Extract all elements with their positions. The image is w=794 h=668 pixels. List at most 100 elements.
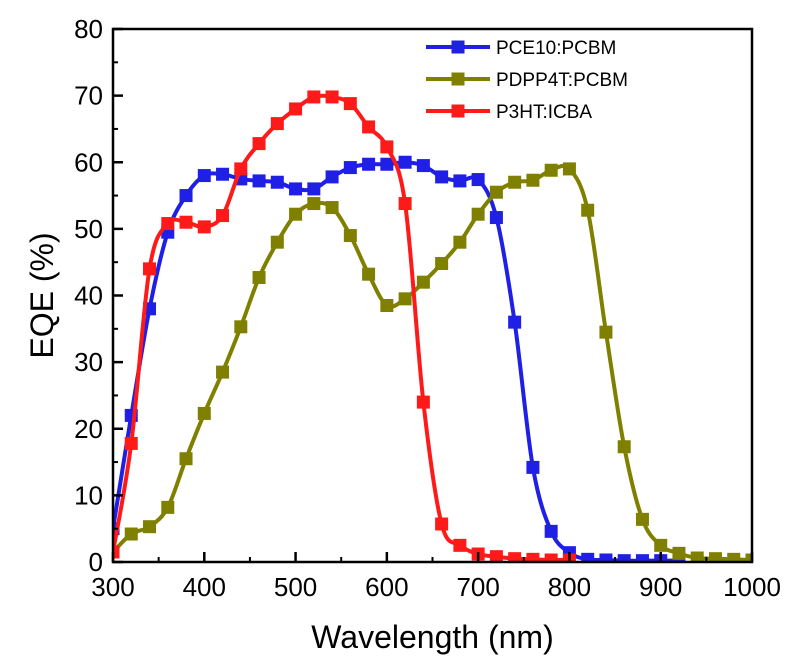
data-point xyxy=(197,406,211,420)
data-point xyxy=(672,546,686,560)
data-point xyxy=(143,520,157,534)
data-point xyxy=(489,211,503,225)
x-tick-label: 300 xyxy=(91,572,134,602)
data-point xyxy=(581,203,595,217)
legend-label: PDPP4T:PCBM xyxy=(496,70,628,91)
y-tick-label: 30 xyxy=(74,347,103,377)
data-point xyxy=(325,201,339,215)
x-tick-label: 500 xyxy=(274,572,317,602)
data-point xyxy=(216,365,230,379)
data-point xyxy=(471,207,485,221)
data-point xyxy=(270,117,284,131)
legend-label: P3HT:ICBA xyxy=(496,102,592,123)
data-point xyxy=(544,524,558,538)
data-point xyxy=(453,538,467,552)
y-tick-label: 20 xyxy=(74,414,103,444)
y-tick-label: 60 xyxy=(74,147,103,177)
data-point xyxy=(197,220,211,234)
data-point xyxy=(508,552,522,562)
series-layer xyxy=(113,90,752,562)
data-point xyxy=(471,173,485,187)
y-tick-label: 10 xyxy=(74,480,103,510)
legend-item-pdpp4t-pcbm: PDPP4T:PCBM xyxy=(426,70,628,91)
data-point xyxy=(690,551,704,562)
data-point xyxy=(544,163,558,177)
data-point xyxy=(362,120,376,134)
data-point xyxy=(270,235,284,249)
data-point xyxy=(398,197,412,211)
data-point xyxy=(599,553,613,562)
data-point xyxy=(289,207,303,221)
data-point xyxy=(635,554,649,562)
data-point xyxy=(453,235,467,249)
data-point xyxy=(745,553,752,562)
data-point xyxy=(581,552,595,562)
legend-label: PCE10:PCBM xyxy=(496,38,616,59)
x-axis-title: Wavelength (nm) xyxy=(311,619,553,655)
data-point xyxy=(325,170,339,184)
y-axis-title: EQE (%) xyxy=(24,232,60,358)
series-pce10-pcbm xyxy=(113,155,686,562)
data-point xyxy=(398,155,412,169)
data-point xyxy=(179,215,193,229)
data-point xyxy=(143,262,157,276)
x-tick-label: 900 xyxy=(639,572,682,602)
data-point xyxy=(124,436,138,450)
data-point xyxy=(234,320,248,334)
data-point xyxy=(508,315,522,329)
data-point xyxy=(307,90,321,104)
legend-swatch-marker xyxy=(451,72,465,86)
data-point xyxy=(197,169,211,183)
data-point xyxy=(234,162,248,176)
data-point xyxy=(252,174,266,188)
data-point xyxy=(289,182,303,196)
data-point xyxy=(617,440,631,454)
data-point xyxy=(343,229,357,243)
data-point xyxy=(307,197,321,211)
data-point xyxy=(252,271,266,285)
data-point xyxy=(635,512,649,526)
data-point xyxy=(544,553,558,562)
data-point xyxy=(435,257,449,271)
data-point xyxy=(216,167,230,181)
legend-item-pce10-pcbm: PCE10:PCBM xyxy=(426,38,616,59)
data-point xyxy=(416,159,430,173)
x-tick-label: 400 xyxy=(183,572,226,602)
legend-swatch-marker xyxy=(451,40,465,54)
x-tick-label: 800 xyxy=(548,572,591,602)
legend-item-p3ht-icba: P3HT:ICBA xyxy=(426,102,592,123)
data-point xyxy=(362,267,376,281)
data-point xyxy=(161,217,175,231)
y-tick-label: 80 xyxy=(74,14,103,44)
data-point xyxy=(453,174,467,188)
data-point xyxy=(289,102,303,116)
data-point xyxy=(380,140,394,154)
series-pdpp4t-pcbm xyxy=(113,162,752,562)
data-point xyxy=(617,554,631,562)
data-point xyxy=(216,209,230,223)
data-point xyxy=(708,552,722,562)
y-tick-label: 0 xyxy=(89,547,103,577)
data-point xyxy=(416,395,430,409)
legend: PCE10:PCBM PDPP4T:PCBM P3HT:ICBA xyxy=(426,38,628,123)
data-point xyxy=(380,298,394,312)
y-tick-label: 70 xyxy=(74,81,103,111)
data-point xyxy=(270,175,284,189)
data-point xyxy=(727,552,741,562)
series-p3ht-icba xyxy=(113,90,576,562)
data-point xyxy=(179,189,193,203)
axis-tick-labels: 300 400 500 600 700 800 900 1000 0 10 20 30 40 50 60 70… xyxy=(74,14,781,602)
data-point xyxy=(179,452,193,466)
series-line-p3ht-icba xyxy=(113,93,570,562)
data-point xyxy=(380,157,394,171)
data-point xyxy=(508,175,522,189)
data-point xyxy=(599,325,613,339)
data-point xyxy=(435,517,449,531)
axis-ticks xyxy=(111,27,754,564)
data-point xyxy=(343,161,357,175)
data-point xyxy=(562,162,576,176)
data-point xyxy=(526,173,540,187)
data-point xyxy=(435,170,449,184)
data-point xyxy=(362,157,376,171)
